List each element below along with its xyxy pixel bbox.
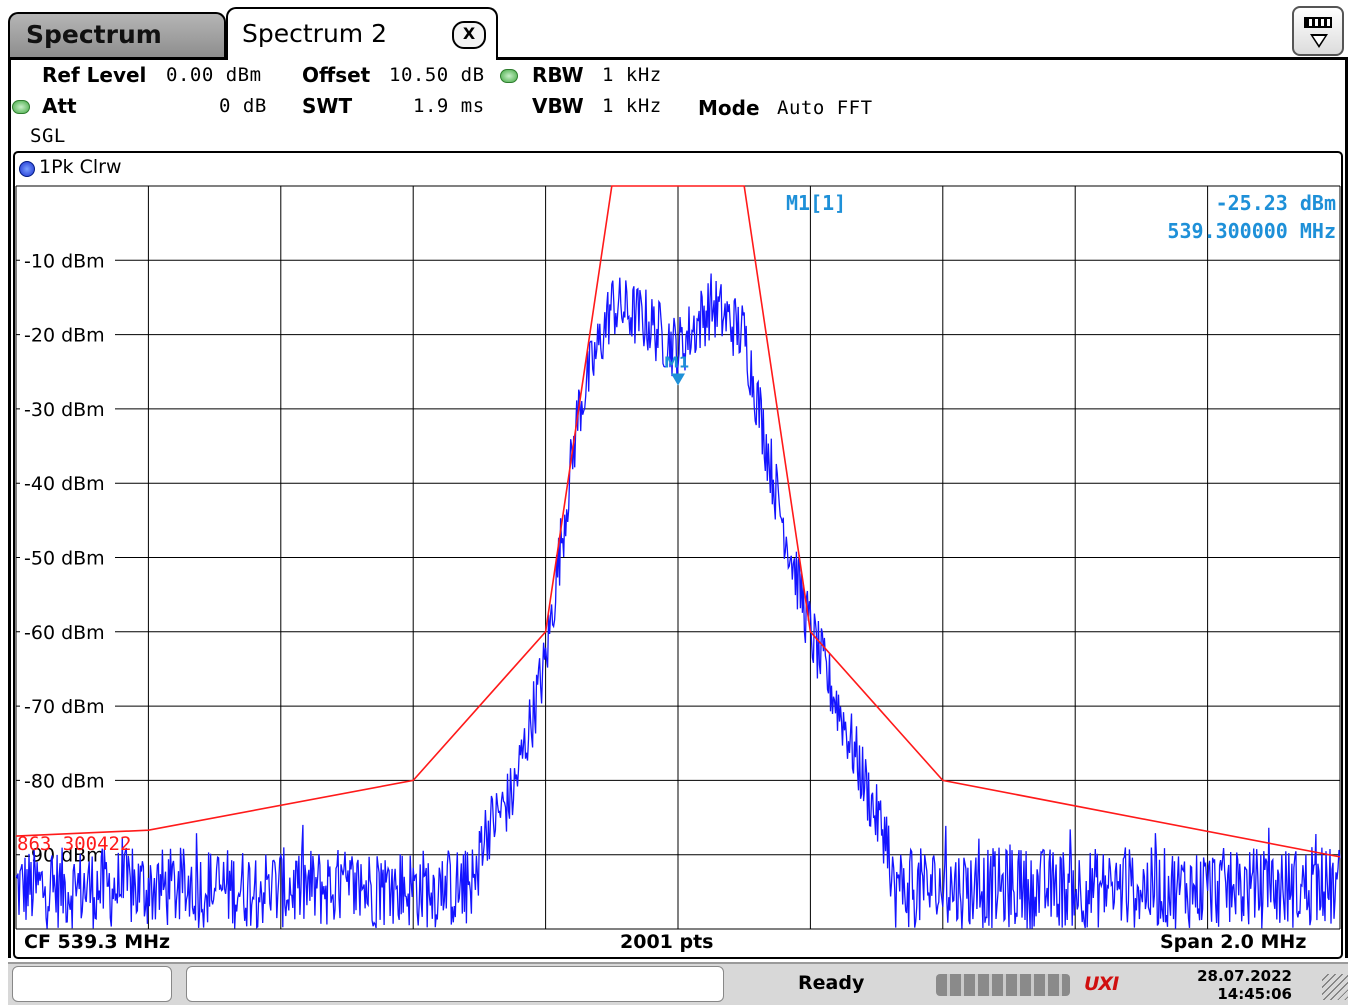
- status-field-left: [12, 966, 172, 1002]
- limit-line-label: 863 300422: [17, 833, 131, 855]
- y-tick-label-background: [20, 322, 115, 345]
- y-tick-label-background: [20, 619, 115, 642]
- instrument-logo: UXI: [1084, 973, 1119, 995]
- marker-m1-name: M1[1]: [786, 191, 846, 215]
- y-tick-label: -50 dBm: [24, 548, 105, 570]
- trace-1-line: [15, 273, 1341, 929]
- spectrum-graph-frame: [13, 151, 1343, 959]
- tab-spectrum-2-label: Spectrum 2: [242, 19, 387, 48]
- status-time: 14:45:06: [1217, 985, 1292, 1003]
- trace-label[interactable]: 1Pk Clrw: [39, 156, 122, 178]
- att-value[interactable]: 0 dB: [219, 95, 267, 117]
- span-label[interactable]: Span 2.0 MHz: [1160, 931, 1307, 953]
- marker-triangle-icon: [671, 373, 685, 386]
- window-frame: [1345, 58, 1348, 958]
- y-tick-label-background: [20, 842, 115, 865]
- y-tick-label-background: [20, 694, 115, 717]
- close-tab-button[interactable]: X: [452, 21, 486, 49]
- sweep-points-label[interactable]: 2001 pts: [620, 931, 714, 953]
- y-tick-label-background: [20, 248, 115, 271]
- marker-m1-label: M1: [664, 353, 689, 371]
- y-tick-label-background: [20, 471, 115, 494]
- y-tick-label: -80 dBm: [24, 770, 105, 792]
- offset-label: Offset: [302, 63, 371, 87]
- offset-value[interactable]: 10.50 dB: [389, 64, 485, 86]
- y-tick-label: -10 dBm: [24, 250, 105, 272]
- y-tick-label-background: [20, 545, 115, 568]
- marker-m1-frequency: 539.300000 MHz: [1167, 219, 1336, 243]
- date-time: 28.07.2022 14:45:06: [1196, 967, 1292, 1003]
- ref-level-value[interactable]: 0.00 dBm: [166, 64, 262, 86]
- rbw-status-led-icon: [500, 69, 518, 83]
- trace-indicator-icon: [19, 161, 35, 177]
- y-tick-label-background: [20, 396, 115, 419]
- resize-grip-icon[interactable]: [1322, 974, 1348, 1000]
- swt-value[interactable]: 1.9 ms: [413, 95, 485, 117]
- marker-m1: M1: [664, 353, 689, 386]
- tab-divider: [498, 57, 1348, 60]
- y-tick-label-background: [20, 768, 115, 791]
- att-status-led-icon: [12, 100, 30, 114]
- sgl-indicator: SGL: [30, 125, 66, 147]
- sweep-progress-bar: [936, 974, 1070, 996]
- y-tick-label: -70 dBm: [24, 696, 105, 718]
- plot-grid: [15, 185, 1341, 930]
- y-tick-label: -20 dBm: [24, 325, 105, 347]
- window-frame: [8, 58, 11, 958]
- mode-label: Mode: [698, 96, 760, 120]
- dropdown-arrow-icon: [1310, 34, 1328, 48]
- status-message-field: [186, 966, 724, 1002]
- ref-level-label: Ref Level: [42, 63, 147, 87]
- vbw-value[interactable]: 1 kHz: [602, 95, 662, 117]
- att-label: Att: [42, 94, 77, 118]
- tab-divider: [8, 57, 226, 60]
- limit-line: [15, 185, 1341, 858]
- swt-label: SWT: [302, 94, 353, 118]
- status-ready: Ready: [798, 972, 865, 994]
- center-frequency-label[interactable]: CF 539.3 MHz: [24, 931, 171, 953]
- vbw-label: VBW: [532, 94, 584, 118]
- rbw-label: RBW: [532, 63, 584, 87]
- menu-toggle-button[interactable]: [1292, 6, 1344, 56]
- y-tick-label: -40 dBm: [24, 473, 105, 495]
- y-axis-ticks: -10 dBm -20 dBm -30 dBm -40 dBm -50 dBm -60 d…: [20, 248, 115, 867]
- toolbar-icon: [1304, 17, 1332, 28]
- y-tick-label: -30 dBm: [24, 399, 105, 421]
- status-date: 28.07.2022: [1197, 967, 1292, 985]
- mode-value[interactable]: Auto FFT: [777, 97, 873, 119]
- marker-m1-level: -25.23 dBm: [1216, 191, 1336, 215]
- y-tick-label: -90 dBm: [24, 845, 105, 867]
- y-tick-label: -60 dBm: [24, 622, 105, 644]
- rbw-value[interactable]: 1 kHz: [602, 64, 662, 86]
- tab-spectrum-2[interactable]: Spectrum 2 X: [226, 7, 498, 60]
- tab-bar: Spectrum Spectrum 2 X: [0, 0, 1354, 60]
- tab-spectrum[interactable]: Spectrum: [8, 12, 226, 58]
